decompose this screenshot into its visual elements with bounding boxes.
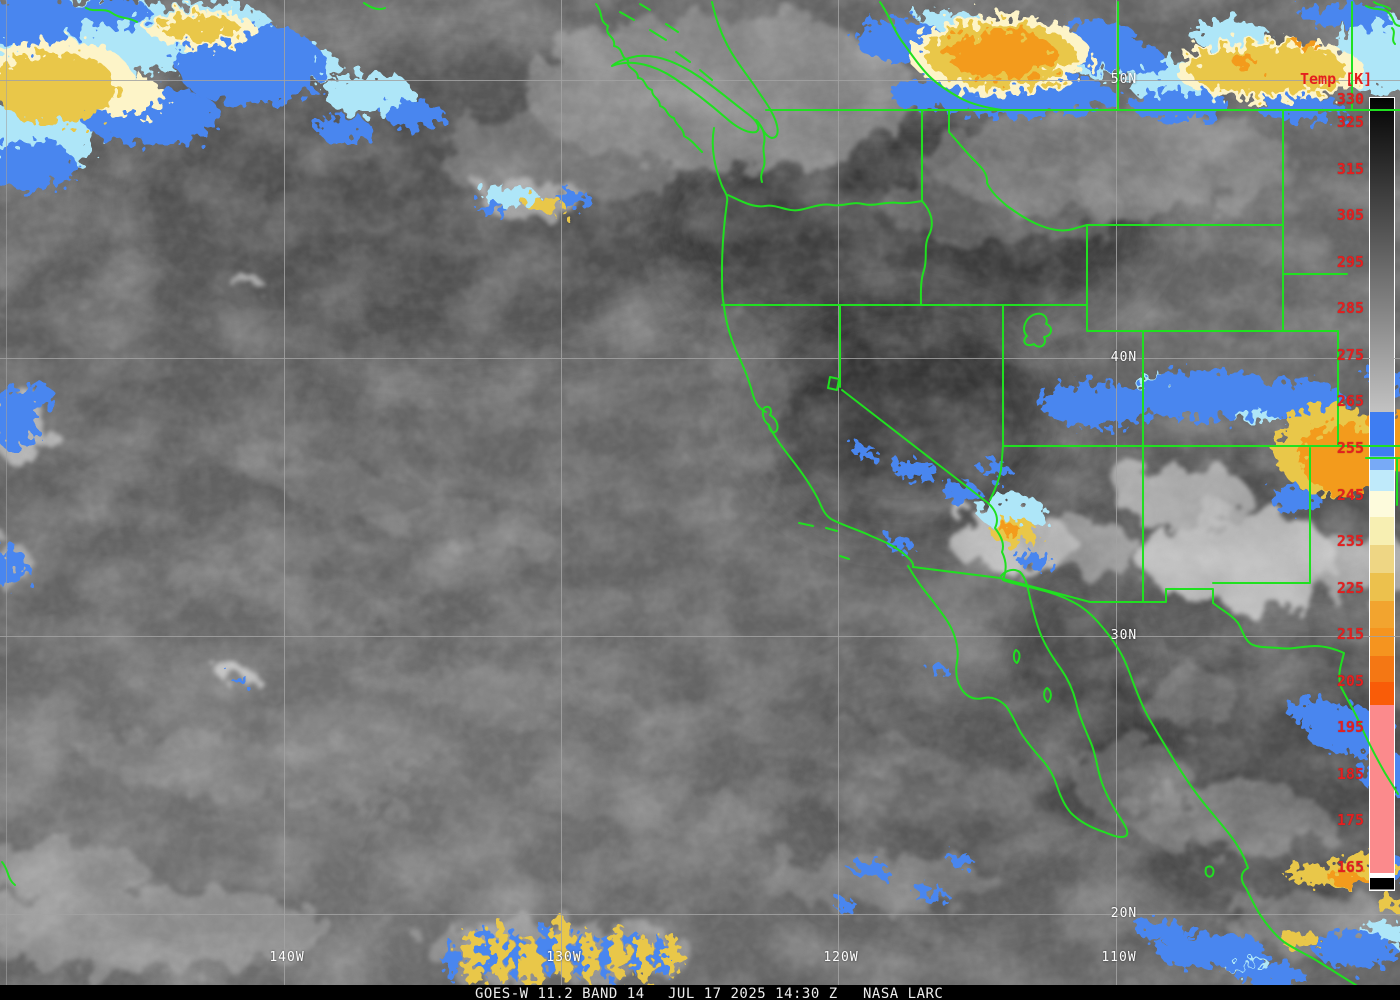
colorbar-segment [1370,681,1394,706]
colorbar-tick-label: 325 [1336,113,1364,132]
cyclone-swirl [912,638,998,700]
colorbar-segment [1370,705,1394,873]
caption-credit: NASA LARC [863,986,944,1000]
coastline-pacific-northwest [711,1,779,413]
lat-label-30N: 30N [1110,628,1138,643]
colorbar-segment [1370,872,1394,878]
coastline-vancouver-island [611,54,760,134]
colorbar-tick-label: 330 [1336,90,1364,108]
colorbar-tick-label: 205 [1336,671,1364,690]
coastline-california [761,405,915,568]
coastline-baja-california [907,565,1129,839]
colorbar-tick-label: 295 [1336,252,1364,271]
caption-product: GOES-W 11.2 BAND 14 [475,986,645,1000]
colorbar-tick-label: 265 [1336,392,1364,411]
colorbar-tick-label: 245 [1336,485,1364,504]
colorbar-segment [1370,491,1394,517]
colorbar-segment [1370,572,1394,601]
colorbar-tick-label: 165 [1336,857,1364,876]
colorbar-tick-label: 315 [1336,159,1364,178]
caption-bar [0,985,1400,1000]
colorbar-tick-label: 235 [1336,532,1364,551]
gridline-lat-40N [0,358,1400,359]
gridline-lon-130W [561,0,562,985]
colorbar-tick-label: 195 [1336,718,1364,737]
colorbar-segment [1370,98,1394,413]
colorbar-segment [1370,600,1394,629]
gridline-lon-120W [838,0,839,985]
border-us-canada [765,1,1400,111]
colorbar-tick-label: 285 [1336,299,1364,318]
lat-label-50N: 50N [1110,72,1138,87]
lon-label-110W: 110W [1101,950,1137,965]
colorbar-segment [1370,412,1394,457]
gridline-lat-50N [0,80,1400,81]
gridline-lat-20N [0,914,1400,915]
gridline-lon-110W [1116,0,1117,985]
misc-green-fragment [1,861,16,886]
colorbar-tick-label: 175 [1336,811,1364,830]
coastline-mainland-mexico [1002,579,1357,986]
colorbar-title: Temp [K] [1300,70,1373,88]
lon-label-120W: 120W [823,950,859,965]
colorbar-tick-label: 225 [1336,578,1364,597]
caption-datetime: JUL 17 2025 14:30 Z [668,986,838,1000]
colorbar-tick-label: 185 [1336,764,1364,783]
border-us-mexico [912,566,1399,795]
colorbar-tick-label: 275 [1336,345,1364,364]
colorbar-segment [1370,470,1394,492]
colorbar-segment [1370,456,1394,471]
lon-label-140W: 140W [269,950,305,965]
colorbar-segment [1370,656,1394,682]
lat-label-20N: 20N [1110,906,1138,921]
colorbar-segment [1370,877,1394,889]
borders-western-states [721,109,1400,603]
colorbar-tick-label: 215 [1336,625,1364,644]
colorbar-tick-label: 305 [1336,206,1364,225]
lat-label-40N: 40N [1110,350,1138,365]
colorbar-segment [1370,544,1394,573]
temperature-colorbar [1369,97,1395,891]
coastline-alaska-bc [85,2,713,153]
gridline-lat-30N [0,636,1400,637]
gridline-lon-unlabeled [6,0,7,985]
colorbar-segment [1370,628,1394,657]
colorbar-segment [1370,516,1394,545]
lon-label-130W: 130W [546,950,582,965]
gridline-lon-140W [284,0,285,985]
colorbar-tick-label: 255 [1336,438,1364,457]
